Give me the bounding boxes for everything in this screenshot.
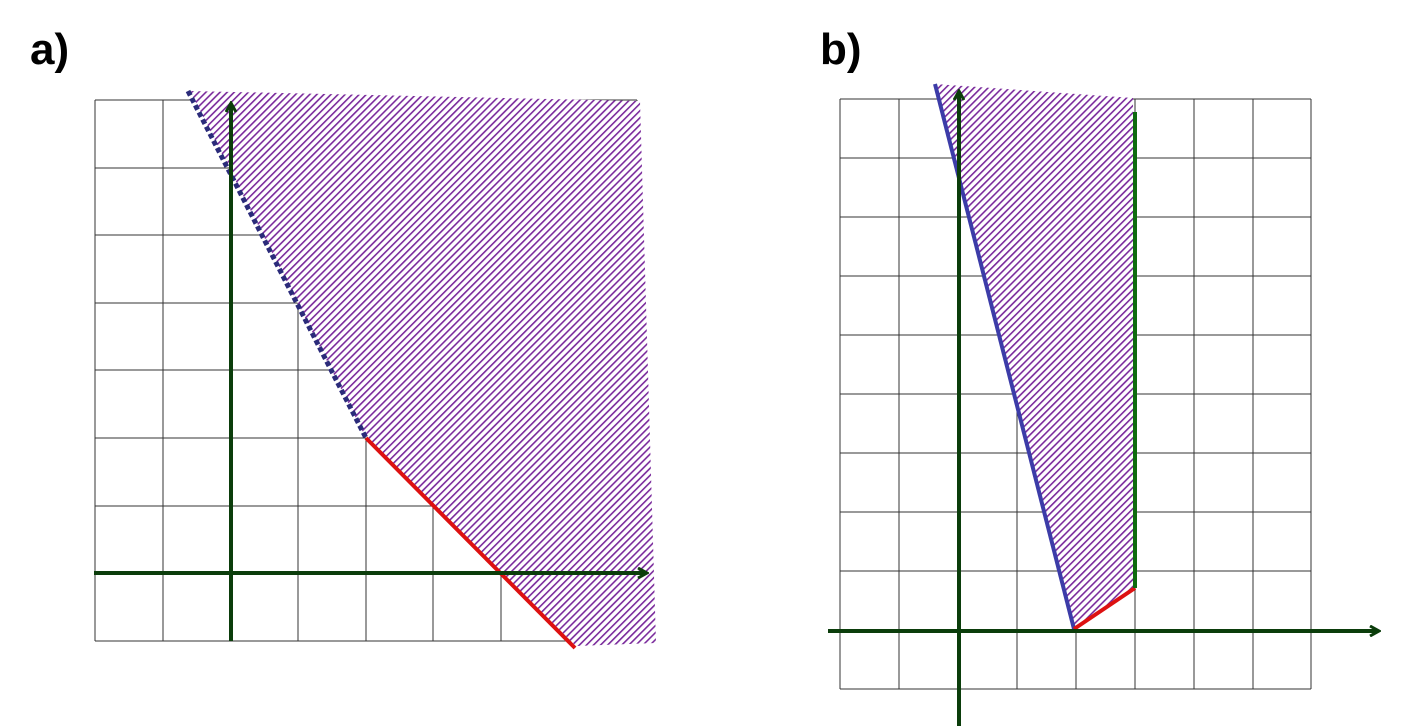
panel-b xyxy=(828,83,1378,726)
feasible-region-b xyxy=(935,84,1135,628)
red-boundary-b xyxy=(1072,586,1137,631)
panel-a-label: a) xyxy=(30,25,70,74)
feasible-region-a xyxy=(190,91,656,646)
red-boundary-a xyxy=(364,436,577,650)
panel-a xyxy=(94,89,656,650)
panel-b-label: b) xyxy=(820,25,862,74)
dashed-boundary-a xyxy=(185,89,369,440)
